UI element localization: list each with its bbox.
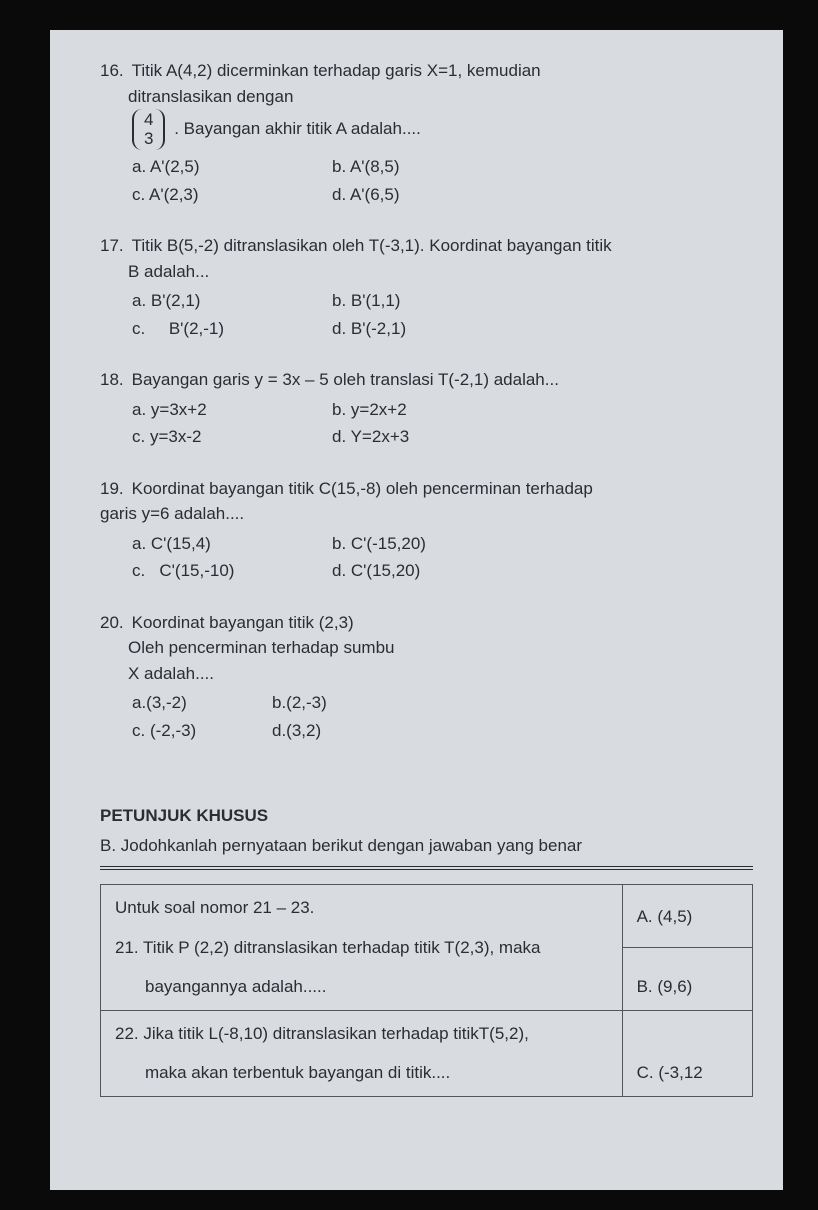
q21-line2: bayangannya adalah.....	[115, 974, 608, 1000]
q17-text-line2: B adalah...	[100, 259, 753, 285]
q20-text-line3: X adalah....	[100, 661, 753, 687]
question-18: 18. Bayangan garis y = 3x – 5 oleh trans…	[100, 367, 753, 450]
section-title: PETUNJUK KHUSUS	[100, 803, 753, 829]
question-16: 16. Titik A(4,2) dicerminkan terhadap ga…	[100, 58, 753, 207]
q20-opt-a: a.(3,-2)	[132, 690, 232, 716]
vector-top: 4	[144, 111, 153, 130]
q22-line1: 22. Jika titik L(-8,10) ditranslasikan t…	[115, 1021, 608, 1047]
question-17: 17. Titik B(5,-2) ditranslasikan oleh T(…	[100, 233, 753, 341]
q16-after-vector: . Bayangan akhir titik A adalah....	[174, 119, 421, 138]
q17-opt-a: a. B'(2,1)	[132, 288, 272, 314]
q20-number: 20.	[100, 610, 124, 636]
q17-opt-b: b. B'(1,1)	[332, 288, 472, 314]
vector-bot: 3	[144, 130, 153, 149]
q19-opt-b: b. C'(-15,20)	[332, 531, 472, 557]
q20-opt-d: d.(3,2)	[272, 718, 321, 744]
q19-opt-d: d. C'(15,20)	[332, 558, 472, 584]
q18-opt-d: d. Y=2x+3	[332, 424, 472, 450]
q16-opt-b: b. A'(8,5)	[332, 154, 472, 180]
q16-opt-a: a. A'(2,5)	[132, 154, 272, 180]
double-rule	[100, 866, 753, 870]
q16-text-line2: ditranslasikan dengan	[100, 84, 753, 110]
q21-line1: 21. Titik P (2,2) ditranslasikan terhada…	[115, 935, 608, 961]
q22-line2: maka akan terbentuk bayangan di titik...…	[115, 1060, 608, 1086]
match-header: Untuk soal nomor 21 – 23.	[115, 895, 608, 921]
vector-bracket: 4 3	[132, 109, 165, 150]
q16-opt-c: c. A'(2,3)	[132, 182, 272, 208]
q19-opt-a: a. C'(15,4)	[132, 531, 272, 557]
match-ans-b: B. (9,6)	[622, 948, 752, 1011]
q17-opt-d: d. B'(-2,1)	[332, 316, 472, 342]
q19-opt-c: c. C'(15,-10)	[132, 558, 272, 584]
q17-number: 17.	[100, 233, 124, 259]
document-page: 16. Titik A(4,2) dicerminkan terhadap ga…	[50, 30, 783, 1190]
q18-opt-b: b. y=2x+2	[332, 397, 472, 423]
question-19: 19. Koordinat bayangan titik C(15,-8) ol…	[100, 476, 753, 584]
q19-number: 19.	[100, 476, 124, 502]
q17-text-line1: Titik B(5,-2) ditranslasikan oleh T(-3,1…	[132, 233, 753, 259]
question-20: 20. Koordinat bayangan titik (2,3) Oleh …	[100, 610, 753, 744]
q20-text-line1: Koordinat bayangan titik (2,3)	[132, 610, 753, 636]
q16-opt-d: d. A'(6,5)	[332, 182, 472, 208]
q19-text-line2: garis y=6 adalah....	[100, 501, 753, 527]
q16-vector-line: 4 3 . Bayangan akhir titik A adalah....	[100, 109, 753, 150]
q18-opt-c: c. y=3x-2	[132, 424, 272, 450]
section-subtitle: B. Jodohkanlah pernyataan berikut dengan…	[100, 833, 753, 859]
match-ans-c: C. (-3,12	[622, 1010, 752, 1096]
q18-opt-a: a. y=3x+2	[132, 397, 272, 423]
q20-opt-b: b.(2,-3)	[272, 690, 327, 716]
q16-text-line1: Titik A(4,2) dicerminkan terhadap garis …	[132, 58, 753, 84]
q19-text-line1: Koordinat bayangan titik C(15,-8) oleh p…	[132, 476, 753, 502]
device-frame: 16. Titik A(4,2) dicerminkan terhadap ga…	[0, 0, 818, 1210]
matching-table: Untuk soal nomor 21 – 23. 21. Titik P (2…	[100, 884, 753, 1097]
q18-text: Bayangan garis y = 3x – 5 oleh translasi…	[132, 367, 753, 393]
q16-number: 16.	[100, 58, 124, 84]
match-ans-a: A. (4,5)	[622, 885, 752, 948]
q20-text-line2: Oleh pencerminan terhadap sumbu	[100, 635, 753, 661]
q20-opt-c: c. (-2,-3)	[132, 718, 232, 744]
q18-number: 18.	[100, 367, 124, 393]
q17-opt-c: c. B'(2,-1)	[132, 316, 272, 342]
